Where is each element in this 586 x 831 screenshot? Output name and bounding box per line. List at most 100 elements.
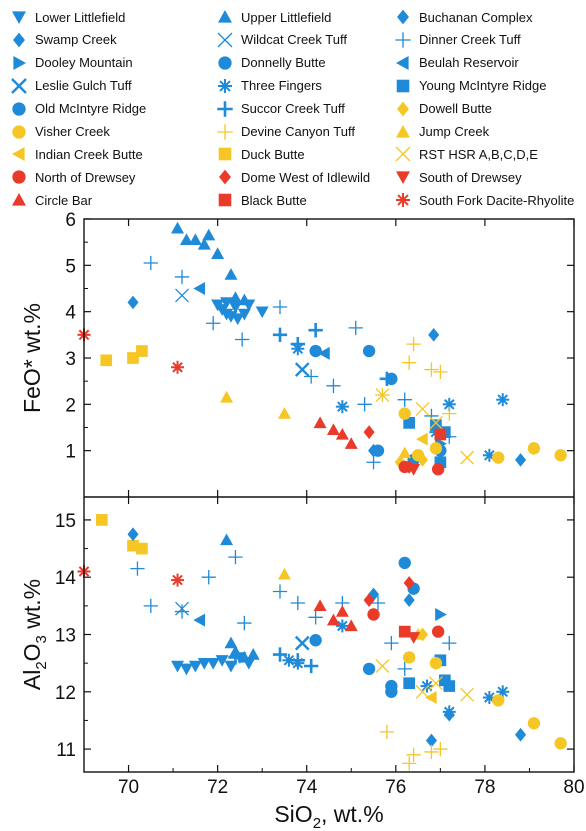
legend-label: Beulah Reservoir (419, 55, 519, 71)
point-swamp-creek (403, 593, 415, 607)
panel-al: 11 12 13 14 15 Al2O3 wt.% (19, 511, 574, 771)
point-upper-littlefield (197, 237, 211, 250)
point-duck-butte (127, 539, 139, 552)
legend-label: Devine Canyon Tuff (241, 124, 355, 139)
panel-feo: 1 2 3 4 5 6 FeO* wt.% (19, 210, 574, 476)
legend-item-three-fingers: Three Fingers (214, 76, 322, 96)
legend-item-dinner-creek-tuff: Dinner Creek Tuff (392, 30, 521, 50)
point-jump-creek (277, 407, 291, 419)
x-axis-title-sub: 2 (313, 815, 321, 831)
point-lower-littlefield (215, 655, 229, 667)
legend-item-donnelly-butte: Donnelly Butte (214, 53, 326, 73)
point-young-mcintyre-ridge (403, 677, 416, 690)
legend-marker-south-of-drewsey (396, 171, 410, 185)
point-rst-hsr-a-b-c-d-e (428, 676, 443, 691)
point-dinner-creek-tuff (272, 299, 288, 315)
point-young-mcintyre-ridge (403, 417, 416, 429)
point-dinner-creek-tuff (206, 316, 221, 331)
y-axis-title-part: O (19, 643, 45, 661)
legend-marker-beulah-reservoir (396, 55, 409, 70)
point-devine-canyon-tuff (402, 756, 417, 771)
point-visher-creek (527, 442, 541, 455)
point-indian-creek-butte (424, 691, 437, 705)
point-succor-creek-tuff (272, 647, 288, 662)
point-visher-creek (398, 407, 411, 420)
y-tick-label: 5 (65, 256, 76, 277)
point-buchanan-complex (515, 453, 527, 467)
legend-label: Visher Creek (35, 124, 110, 139)
point-visher-creek (527, 717, 541, 730)
legend-item-buchanan-complex: Buchanan Complex (392, 7, 532, 27)
point-young-mcintyre-ridge (443, 680, 456, 692)
legend-marker-old-mcintyre-ridge (12, 101, 26, 116)
point-devine-canyon-tuff (433, 364, 448, 380)
legend-marker-wildcat-creek-tuff (217, 32, 233, 48)
point-old-mcintyre-ridge (362, 344, 376, 358)
legend-label: Young McIntyre Ridge (419, 78, 547, 94)
point-north-of-drewsey (431, 463, 445, 476)
legend-marker-visher-creek (12, 124, 26, 139)
legend-marker-indian-creek-butte (12, 147, 25, 162)
y-tick-label: 3 (65, 349, 76, 370)
point-upper-littlefield (188, 233, 202, 246)
point-dome-west-of-idlewild (403, 576, 415, 590)
legend-item-leslie-gulch-tuff: Leslie Gulch Tuff (8, 76, 132, 96)
legend-item-indian-creek-butte: Indian Creek Butte (8, 144, 143, 164)
x-tick-label: 70 (118, 777, 139, 798)
legend-marker-three-fingers (218, 78, 232, 93)
legend-marker-young-mcintyre-ridge (396, 79, 410, 92)
point-devine-canyon-tuff (379, 724, 395, 740)
point-swamp-creek (127, 527, 139, 542)
legend-item-duck-butte: Duck Butte (214, 144, 305, 164)
legend-item-dooley-mountain: Dooley Mountain (8, 53, 133, 73)
point-dooley-mountain (435, 607, 447, 621)
point-dinner-creek-tuff (308, 610, 323, 625)
legend-marker-duck-butte (218, 148, 232, 161)
legend-item-lower-littlefield: Lower Littlefield (8, 7, 125, 27)
point-south-fork-dacite-rhyolite (171, 573, 185, 587)
point-upper-littlefield (228, 291, 242, 303)
point-devine-canyon-tuff (433, 741, 448, 757)
point-buchanan-complex (443, 707, 455, 722)
point-duck-butte (127, 352, 139, 364)
point-north-of-drewsey (367, 608, 380, 621)
point-dowell-butte (417, 627, 429, 642)
legend-marker-black-butte (218, 193, 232, 207)
point-swamp-creek (127, 295, 139, 310)
point-devine-canyon-tuff (442, 406, 457, 421)
point-circle-bar (313, 599, 327, 612)
legend-marker-circle-bar (12, 193, 26, 206)
point-black-butte (434, 428, 447, 441)
legend-label: Old McIntyre Ridge (35, 101, 147, 117)
legend-item-dome-west-of-idlewild: Dome West of Idlewild (214, 167, 370, 187)
point-devine-canyon-tuff (402, 355, 417, 370)
point-circle-bar (344, 437, 358, 449)
point-devine-canyon-tuff (406, 747, 421, 762)
point-dinner-creek-tuff (201, 570, 216, 585)
point-rst-hsr-a-b-c-d-e (460, 687, 475, 702)
point-three-fingers (291, 342, 305, 356)
point-circle-bar (326, 613, 340, 626)
y-axis-title: Al2O3 wt.% (19, 579, 50, 690)
legend-label: South of Drewsey (419, 169, 522, 185)
point-lower-littlefield (242, 657, 256, 670)
point-devine-canyon-tuff (424, 744, 439, 760)
point-circle-bar (335, 427, 349, 440)
point-three-fingers (291, 656, 305, 670)
point-upper-littlefield (220, 533, 234, 546)
point-jump-creek (220, 390, 234, 403)
point-succor-creek-tuff (228, 650, 243, 665)
y-tick-label: 6 (65, 210, 76, 231)
y-axis-title-part: FeO* wt.% (19, 303, 45, 413)
point-dinner-creek-tuff (442, 635, 457, 651)
legend-item-dowell-butte: Dowell Butte (392, 99, 492, 119)
legend-marker-rst-hsr-a-b-c-d-e (395, 146, 411, 162)
point-duck-butte (100, 354, 113, 367)
point-upper-littlefield (179, 233, 193, 246)
point-dinner-creek-tuff (366, 455, 381, 470)
point-lower-littlefield (179, 663, 193, 676)
point-three-fingers (335, 400, 349, 414)
point-dinner-creek-tuff (143, 598, 158, 614)
legend-item-south-fork-dacite-rhyolite: South Fork Dacite-Rhyolite (392, 190, 574, 210)
